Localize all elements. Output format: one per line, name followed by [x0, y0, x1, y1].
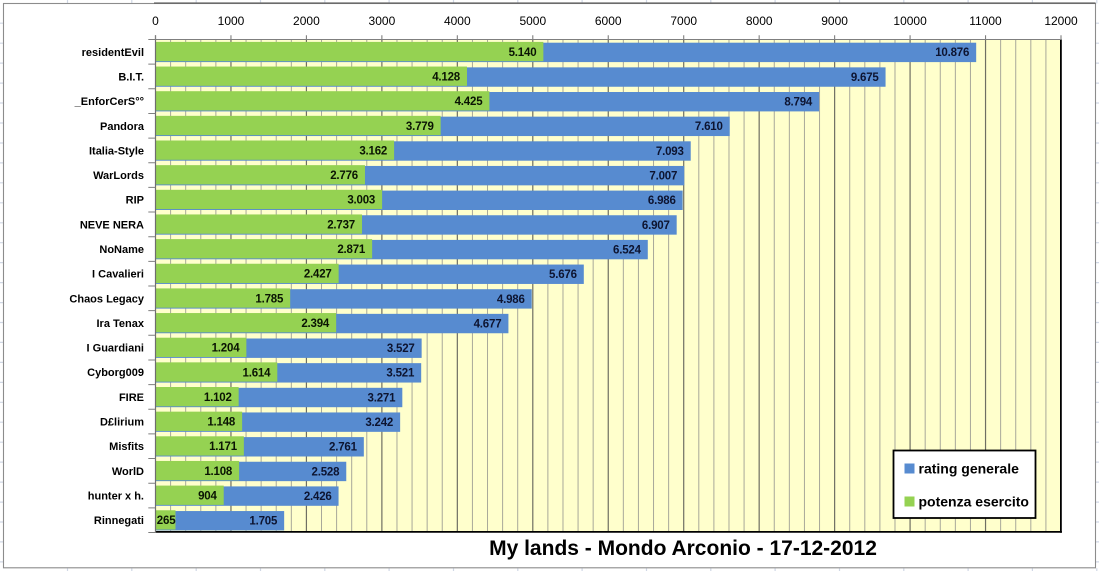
svg-text:4.677: 4.677 — [474, 318, 502, 330]
svg-text:residentEvil: residentEvil — [82, 47, 144, 59]
svg-text:265: 265 — [157, 515, 176, 527]
svg-text:3.521: 3.521 — [386, 368, 415, 380]
svg-text:1.102: 1.102 — [204, 392, 232, 404]
svg-text:3.779: 3.779 — [406, 121, 434, 133]
svg-text:12000: 12000 — [1044, 14, 1078, 28]
svg-text:8.794: 8.794 — [784, 97, 813, 109]
svg-text:6.986: 6.986 — [648, 195, 676, 207]
svg-text:2.426: 2.426 — [304, 491, 332, 503]
svg-text:2.427: 2.427 — [304, 269, 332, 281]
svg-text:hunter x h.: hunter x h. — [88, 491, 144, 503]
svg-text:2.776: 2.776 — [330, 170, 358, 182]
svg-text:3.162: 3.162 — [359, 145, 387, 157]
svg-text:7.093: 7.093 — [656, 146, 684, 158]
svg-text:D£lirium: D£lirium — [100, 417, 144, 429]
svg-text:Rinnegati: Rinnegati — [94, 515, 144, 527]
svg-text:WarLords: WarLords — [93, 170, 144, 182]
svg-text:4.425: 4.425 — [455, 96, 484, 108]
svg-text:NoName: NoName — [99, 244, 144, 256]
svg-text:My lands - Mondo Arconio - 17-: My lands - Mondo Arconio - 17-12-2012 — [489, 537, 877, 560]
svg-text:6000: 6000 — [595, 14, 622, 28]
svg-text:5000: 5000 — [519, 14, 546, 28]
svg-text:904: 904 — [198, 491, 217, 503]
svg-text:4.128: 4.128 — [432, 72, 461, 84]
svg-text:5.140: 5.140 — [509, 47, 537, 59]
svg-text:4.986: 4.986 — [497, 294, 525, 306]
svg-text:2.528: 2.528 — [312, 466, 341, 478]
svg-text:3.242: 3.242 — [365, 417, 393, 429]
svg-text:10.876: 10.876 — [935, 47, 969, 59]
svg-text:1.108: 1.108 — [204, 466, 233, 478]
svg-text:1.148: 1.148 — [207, 417, 236, 429]
svg-text:I Guardiani: I Guardiani — [87, 343, 144, 355]
svg-text:1.705: 1.705 — [249, 516, 278, 528]
svg-text:Pandora: Pandora — [100, 121, 145, 133]
svg-text:2.761: 2.761 — [329, 442, 358, 454]
svg-text:potenza esercito: potenza esercito — [919, 494, 1029, 510]
svg-text:10000: 10000 — [893, 14, 927, 28]
svg-text:11000: 11000 — [969, 14, 1002, 28]
svg-text:Italia-Style: Italia-Style — [89, 145, 144, 157]
svg-text:1000: 1000 — [218, 14, 245, 28]
svg-text:rating generale: rating generale — [919, 461, 1020, 477]
svg-text:2000: 2000 — [293, 14, 320, 28]
svg-text:2.394: 2.394 — [301, 318, 330, 330]
svg-text:7000: 7000 — [670, 14, 697, 28]
svg-text:Chaos Legacy: Chaos Legacy — [69, 293, 144, 305]
svg-text:9.675: 9.675 — [851, 72, 880, 84]
svg-text:3000: 3000 — [369, 14, 396, 28]
svg-text:WorlD: WorlD — [112, 466, 144, 478]
svg-text:7.610: 7.610 — [695, 121, 723, 133]
svg-text:2.871: 2.871 — [337, 244, 366, 256]
svg-text:6.524: 6.524 — [613, 244, 642, 256]
svg-text:_EnforCerS°°: _EnforCerS°° — [74, 96, 144, 108]
svg-text:3.003: 3.003 — [347, 195, 375, 207]
svg-text:1.614: 1.614 — [243, 367, 272, 379]
svg-text:I Cavalieri: I Cavalieri — [92, 269, 144, 281]
svg-text:3.271: 3.271 — [368, 392, 397, 404]
svg-text:RIP: RIP — [126, 195, 144, 207]
svg-text:2.737: 2.737 — [327, 219, 355, 231]
svg-text:9000: 9000 — [821, 14, 848, 28]
svg-text:7.007: 7.007 — [649, 171, 677, 183]
svg-text:1.785: 1.785 — [255, 293, 284, 305]
svg-text:Cyborg009: Cyborg009 — [87, 367, 144, 379]
svg-text:NEVE NERA: NEVE NERA — [80, 219, 144, 231]
svg-text:1.171: 1.171 — [209, 441, 238, 453]
svg-text:0: 0 — [152, 14, 159, 28]
svg-text:5.676: 5.676 — [549, 269, 577, 281]
svg-text:6.907: 6.907 — [642, 220, 670, 232]
svg-text:8000: 8000 — [746, 14, 773, 28]
svg-text:1.204: 1.204 — [212, 343, 241, 355]
svg-text:4000: 4000 — [444, 14, 471, 28]
svg-text:FIRE: FIRE — [119, 392, 144, 404]
svg-text:B.I.T.: B.I.T. — [118, 72, 144, 84]
svg-text:Ira Tenax: Ira Tenax — [97, 318, 145, 330]
svg-text:3.527: 3.527 — [387, 343, 415, 355]
svg-text:Misfits: Misfits — [109, 441, 144, 453]
